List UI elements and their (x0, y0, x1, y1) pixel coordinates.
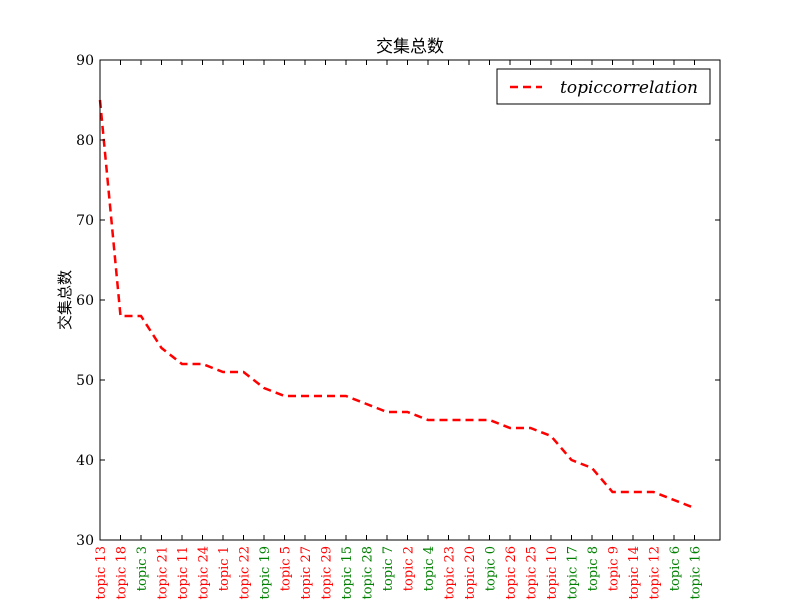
x-tick-label: topic 6 (668, 546, 683, 591)
x-tick-label: topic 15 (340, 546, 355, 600)
chart-title: 交集总数 (376, 37, 444, 57)
y-tick-label: 70 (76, 213, 94, 229)
x-tick-label: topic 25 (525, 546, 540, 600)
y-tick-label: 30 (76, 533, 94, 549)
x-tick-label: topic 7 (381, 546, 396, 591)
x-tick-label: topic 8 (586, 546, 601, 591)
y-tick-label: 60 (76, 293, 94, 309)
plot-frame (99, 59, 721, 541)
y-tick-label: 80 (76, 133, 94, 149)
x-tick-label: topic 2 (402, 546, 417, 591)
x-tick-label: topic 11 (176, 546, 191, 600)
series-line-topiccorrelation (98, 99, 695, 510)
x-tick-label: topic 22 (238, 546, 253, 600)
y-tick-label: 40 (76, 453, 94, 469)
x-tick-label: topic 23 (443, 546, 458, 600)
x-tick-label: topic 14 (627, 546, 642, 600)
x-tick-label: topic 26 (504, 546, 519, 600)
x-tick-label: topic 21 (156, 546, 171, 600)
x-tick-label: topic 19 (258, 546, 273, 600)
x-tick-label: topic 1 (217, 546, 232, 591)
y-tick-label: 90 (76, 53, 94, 69)
x-tick-label: topic 29 (320, 546, 335, 600)
y-axis-label: 交集总数 (56, 270, 74, 330)
x-tick-label: topic 12 (648, 546, 663, 600)
x-tick-label: topic 4 (422, 546, 437, 591)
legend: topiccorrelation (496, 68, 711, 105)
x-tick-label: topic 16 (689, 546, 704, 600)
x-tick-label: topic 13 (94, 546, 109, 600)
y-tick-label: 50 (76, 373, 94, 389)
x-tick-label: topic 20 (463, 546, 478, 600)
x-tick-label: topic 5 (279, 546, 294, 591)
legend-label: topiccorrelation (560, 78, 698, 98)
x-tick-label: topic 28 (361, 546, 376, 600)
x-tick-label: topic 3 (135, 546, 150, 591)
x-tick-label: topic 27 (299, 546, 314, 600)
x-tick-label: topic 9 (607, 546, 622, 591)
x-tick-label: topic 24 (197, 546, 212, 600)
x-tick-label: topic 18 (115, 546, 130, 600)
x-tick-label: topic 17 (566, 546, 581, 600)
x-tick-label: topic 10 (545, 546, 560, 600)
legend-box (496, 68, 711, 105)
x-tick-label: topic 0 (484, 546, 499, 591)
